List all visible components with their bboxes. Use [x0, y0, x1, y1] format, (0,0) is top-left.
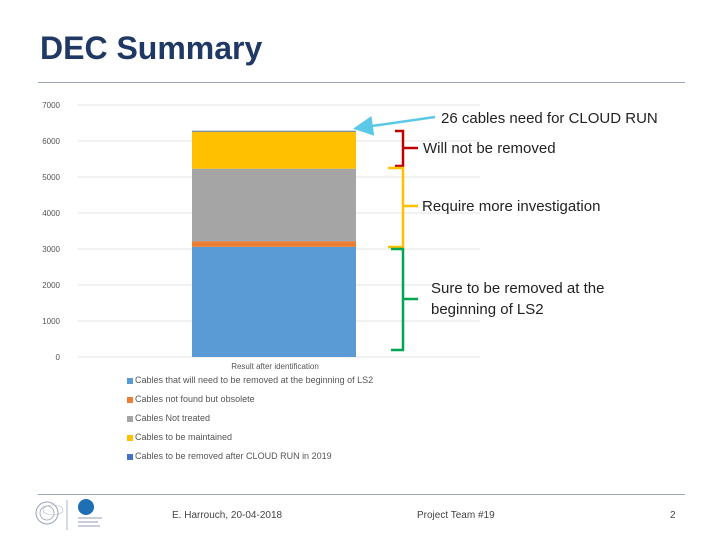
legend-label: Cables to be removed after CLOUD RUN in …: [135, 451, 332, 461]
y-axis-ticks: 0 1000 2000 3000 4000 5000 6000 7000: [42, 101, 60, 362]
legend-label: Cables to be maintained: [135, 432, 233, 442]
bar-segment: [192, 168, 356, 242]
title-divider: [38, 82, 685, 83]
legend-swatch: [127, 435, 133, 441]
cern-en-logos: [35, 499, 102, 530]
x-axis-label: Result after identification: [231, 362, 319, 371]
y-tick-label: 1000: [42, 317, 60, 326]
y-tick-label: 3000: [42, 245, 60, 254]
annotation-cloud-run: 26 cables need for CLOUD RUN: [441, 110, 658, 127]
cern-logo-icon: [35, 501, 64, 525]
footer-team: Project Team #19: [417, 510, 495, 521]
annotation-removed-line1: Sure to be removed at the: [431, 280, 605, 297]
legend-swatch: [127, 454, 133, 460]
page-title: DEC Summary: [40, 30, 263, 66]
bracket-investigation: [388, 166, 418, 249]
footer-page-number: 2: [670, 510, 676, 521]
y-tick-label: 5000: [42, 173, 60, 182]
footer-author-date: E. Harrouch, 20-04-2018: [172, 510, 283, 521]
legend-swatch: [127, 378, 133, 384]
bar-segment: [192, 130, 356, 132]
legend-label: Cables Not treated: [135, 413, 211, 423]
legend-label: Cables that will need to be removed at t…: [135, 375, 374, 385]
bar-segment: [192, 241, 356, 247]
y-tick-label: 2000: [42, 281, 60, 290]
bracket-removed: [391, 247, 418, 352]
annotation-removed-line2: beginning of LS2: [431, 301, 544, 318]
footer-divider: [38, 494, 685, 495]
annotation-investigation: Require more investigation: [422, 198, 601, 215]
legend-swatch: [127, 416, 133, 422]
en-department-logo-icon: [78, 499, 102, 527]
bar-segment: [192, 131, 356, 169]
annotation-not-removed: Will not be removed: [423, 140, 556, 157]
y-tick-label: 6000: [42, 137, 60, 146]
bar-segment: [192, 246, 356, 357]
legend-label: Cables not found but obsolete: [135, 394, 255, 404]
cloud-run-arrow: [353, 115, 436, 136]
legend-swatch: [127, 397, 133, 403]
y-tick-label: 0: [56, 353, 61, 362]
y-tick-label: 7000: [42, 101, 60, 110]
bracket-not-removed: [395, 129, 418, 168]
bar-stack: [192, 130, 356, 357]
y-tick-label: 4000: [42, 209, 60, 218]
